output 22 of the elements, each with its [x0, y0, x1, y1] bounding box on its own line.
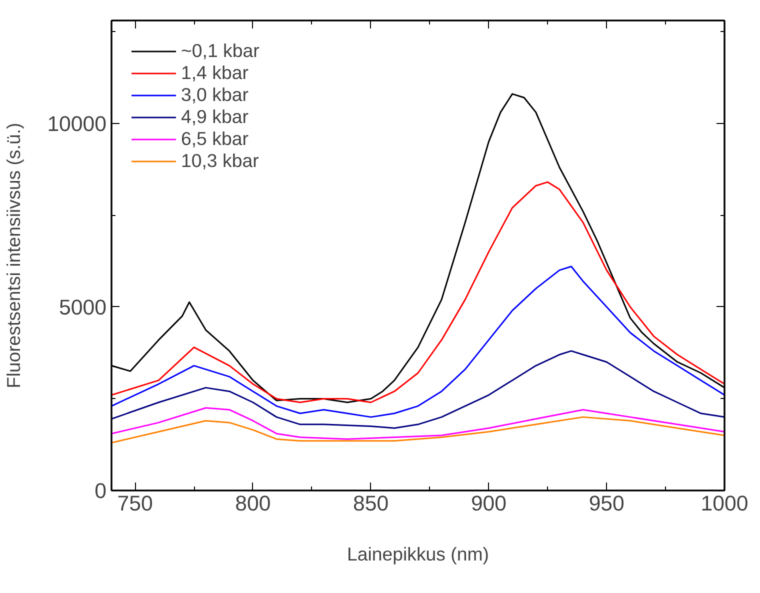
legend-label: 6,5 kbar — [181, 128, 248, 150]
line-series — [112, 416, 724, 444]
x-tick-label: 800 — [235, 492, 271, 516]
legend-label: 3,0 kbar — [181, 84, 248, 106]
x-axis-title: Lainepikkus (nm) — [346, 544, 490, 564]
line-series — [112, 350, 724, 429]
y-tick-label: 5000 — [59, 295, 107, 320]
y-tick-label: 0 — [94, 479, 107, 503]
legend-label: ~0,1 kbar — [181, 40, 260, 62]
legend-label: 1,4 kbar — [181, 62, 248, 84]
line-series — [112, 407, 724, 440]
line-series — [112, 181, 724, 404]
x-tick-label: 850 — [353, 492, 389, 516]
x-tick-label: 900 — [470, 492, 507, 516]
x-tick-label: 1000 — [700, 492, 748, 516]
legend-label: 10,3 kbar — [181, 150, 259, 172]
y-axis-title: Fluorestsentsi intensiivsus (s.ü.) — [3, 122, 24, 388]
x-tick-label: 950 — [588, 492, 625, 516]
line-series — [112, 266, 724, 418]
y-tick-label: 10000 — [47, 112, 107, 136]
legend-label: 4,9 kbar — [181, 106, 248, 128]
x-tick-label: 750 — [117, 492, 154, 516]
